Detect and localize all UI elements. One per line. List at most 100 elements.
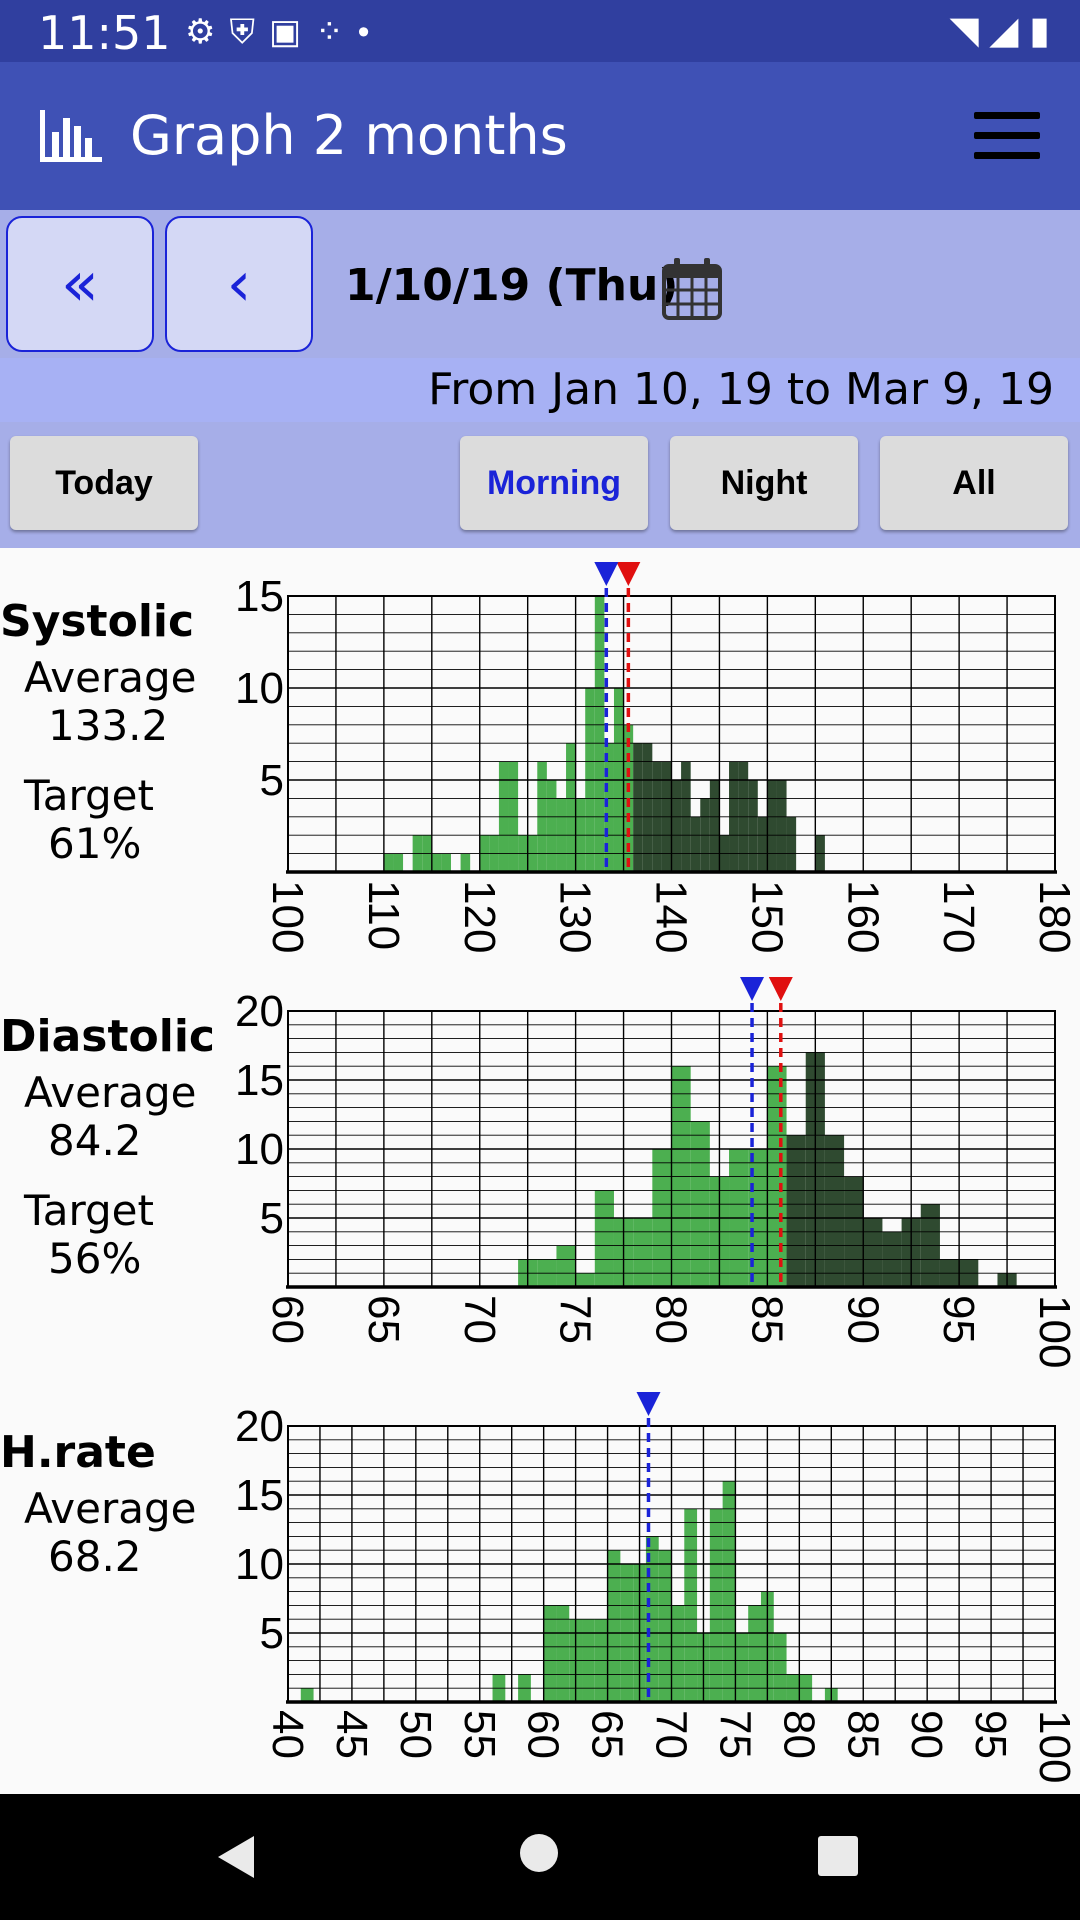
diastolic-x-tick-label: 60 (263, 1295, 312, 1344)
systolic-bar (642, 743, 653, 872)
systolic-x-tick-label: 140 (647, 880, 696, 953)
systolic-bar (393, 853, 404, 872)
diastolic-x-tick-label: 80 (647, 1295, 696, 1344)
diastolic-bar (824, 1135, 845, 1287)
date-range-text: From Jan 10, 19 to Mar 9, 19 (428, 364, 1054, 415)
systolic-bar (441, 853, 451, 872)
systolic-target-label: Target (24, 771, 154, 820)
hrate-average-value: 68.2 (48, 1532, 142, 1581)
diastolic-target-label: Target (24, 1186, 154, 1235)
systolic-bar (757, 816, 768, 872)
hrate-bar (773, 1633, 787, 1702)
all-button[interactable]: All (880, 436, 1068, 530)
systolic-histogram: 5 10 15 100 110 120 130 140 150 160 170 180 (235, 562, 1079, 953)
morning-button[interactable]: Morning (460, 436, 648, 530)
hrate-average-label: Average (24, 1484, 197, 1533)
diastolic-average-value: 84.2 (48, 1116, 142, 1165)
filter-bar: Today Morning Night All (0, 422, 1080, 548)
wifi-icon: ◥ (949, 10, 979, 52)
systolic-y-tick-label: 5 (260, 756, 284, 805)
hrate-x-tick-label: 80 (774, 1710, 823, 1759)
systolic-x-tick-label: 110 (359, 880, 408, 950)
hrate-y-tick-label: 20 (235, 1402, 284, 1451)
hrate-x-tick-label: 55 (455, 1710, 504, 1759)
diastolic-x-tick-label: 95 (934, 1295, 983, 1344)
hrate-x-tick-label: 70 (647, 1710, 696, 1759)
systolic-stats: Systolic Average 133.2 Target 61% (0, 598, 196, 868)
systolic-bar (546, 780, 557, 872)
signal-icon: ◢ (989, 10, 1019, 52)
back-icon[interactable] (216, 1834, 256, 1880)
diastolic-y-tick-label: 5 (260, 1194, 284, 1243)
diastolic-bar (556, 1245, 576, 1287)
first-page-button[interactable]: « (6, 216, 154, 352)
hrate-stats: H.rate Average 68.2 (0, 1429, 196, 1581)
app-bar: Graph 2 months (0, 62, 1080, 210)
systolic-bar (767, 780, 777, 872)
systolic-x-tick-label: 180 (1030, 880, 1079, 953)
hrate-x-tick-label: 100 (1030, 1710, 1079, 1783)
systolic-bar (383, 853, 394, 872)
dot-icon: • (357, 13, 384, 51)
range-band: From Jan 10, 19 to Mar 9, 19 (0, 358, 1080, 422)
systolic-x-tick-label: 100 (263, 880, 312, 953)
hrate-x-tick-label: 85 (838, 1710, 887, 1759)
hrate-x-tick-label: 40 (263, 1710, 312, 1759)
diastolic-y-tick-label: 15 (235, 1056, 284, 1105)
hrate-bar (556, 1605, 570, 1702)
hrate-bar (658, 1550, 672, 1702)
gear-icon: ⚙ (185, 13, 230, 51)
systolic-bar (594, 596, 605, 872)
systolic-bar (690, 816, 701, 872)
status-icons: ⚙⛨▣⁘• (185, 12, 384, 52)
diastolic-bar (863, 1218, 883, 1287)
app-title: Graph 2 months (130, 104, 568, 167)
hrate-y-tick-label: 15 (235, 1471, 284, 1520)
systolic-bar (431, 853, 442, 872)
calendar-icon[interactable] (662, 258, 722, 320)
systolic-x-tick-label: 170 (934, 880, 983, 953)
status-time: 11:51 (38, 6, 171, 60)
systolic-bar (671, 780, 682, 872)
diastolic-average-marker-icon (740, 977, 765, 1001)
systolic-target-marker-icon (616, 562, 641, 586)
diastolic-bar (594, 1190, 614, 1287)
recents-icon[interactable] (818, 1836, 858, 1876)
hrate-bar (543, 1605, 557, 1702)
date-navigation: « ‹ 1/10/19 (Thu) (0, 210, 1080, 358)
hrate-bar (607, 1550, 621, 1702)
hrate-bar (300, 1688, 314, 1702)
systolic-average-label: Average (24, 653, 197, 702)
diastolic-bar (633, 1218, 653, 1287)
systolic-bar (748, 780, 758, 872)
systolic-x-tick-label: 150 (742, 880, 791, 953)
diastolic-x-tick-label: 75 (551, 1295, 600, 1344)
today-button[interactable]: Today (10, 436, 198, 530)
hrate-x-tick-label: 45 (327, 1710, 376, 1759)
systolic-average-marker-icon (594, 562, 619, 586)
hrate-histogram: 5 10 15 20 40 45 50 55 60 65 70 75 80 85 90 95 100 (235, 1392, 1079, 1783)
hrate-x-tick-label: 95 (966, 1710, 1015, 1759)
current-date[interactable]: 1/10/19 (Thu) (345, 260, 679, 311)
hrate-bar (748, 1605, 761, 1702)
diastolic-x-tick-label: 70 (455, 1295, 504, 1344)
systolic-y-tick-label: 10 (235, 664, 284, 713)
previous-button[interactable]: ‹ (165, 216, 313, 352)
hrate-y-tick-label: 5 (260, 1609, 284, 1658)
hrate-x-tick-label: 90 (902, 1710, 951, 1759)
diastolic-average-label: Average (24, 1068, 197, 1117)
systolic-bar (604, 743, 614, 872)
hrate-bar (671, 1605, 685, 1702)
bar-chart-icon (40, 110, 102, 162)
dots-icon: ⁘ (315, 13, 358, 51)
shield-icon: ⛨ (229, 13, 269, 51)
hamburger-menu-icon[interactable] (974, 112, 1040, 162)
battery-icon: ▮ (1029, 10, 1050, 52)
systolic-y-tick-label: 15 (235, 572, 284, 621)
home-icon[interactable] (520, 1834, 558, 1872)
night-button[interactable]: Night (670, 436, 858, 530)
diastolic-target-marker-icon (768, 977, 793, 1001)
a-box-icon: ▣ (268, 13, 316, 51)
hrate-x-tick-label: 60 (519, 1710, 568, 1759)
systolic-average-value: 133.2 (48, 701, 169, 750)
